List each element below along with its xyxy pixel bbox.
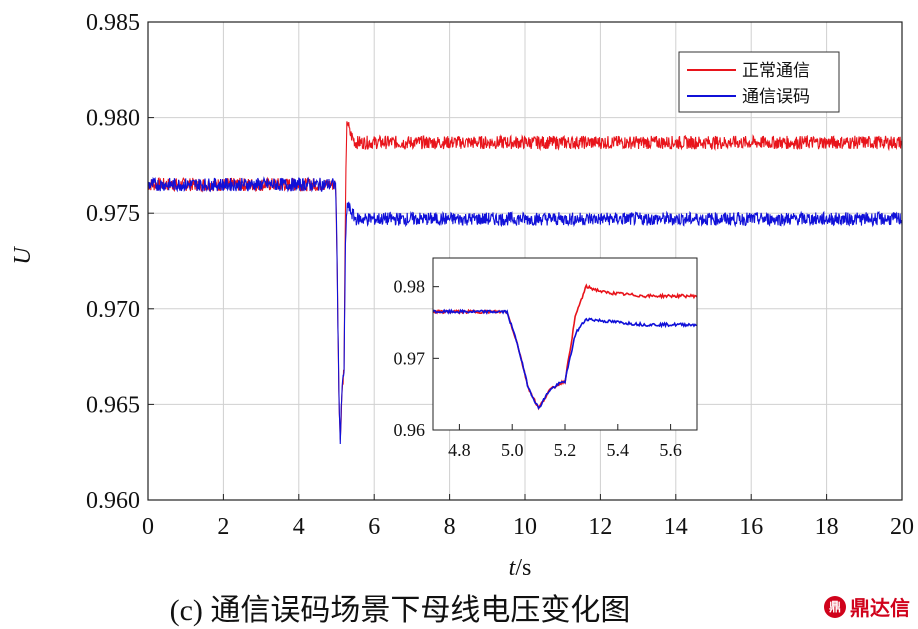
figure-caption: (c) 通信误码场景下母线电压变化图 [169,594,631,627]
main-x-tick-label: 2 [217,514,229,540]
inset-y-tick-label: 0.96 [394,420,426,440]
main-x-tick-label: 14 [664,514,688,540]
inset-x-tick-label: 5.4 [607,440,630,460]
main-x-tick-label: 8 [444,514,456,540]
chart-svg: 0 2 4 6 8 10 12 14 16 18 20 0.960 0.965 0.970 0.975 0.9… [10,10,914,580]
main-x-tick-label: 10 [513,514,537,540]
main-series-line-error [147,176,903,445]
inset-y-tick-label: 0.98 [394,277,426,297]
x-axis-label: t/s [509,555,532,580]
main-y-tick-label: 0.980 [86,106,140,132]
main-x-tick-label: 4 [293,514,305,540]
main-y-tick-label: 0.985 [86,10,140,36]
inset-x-tick-label: 5.0 [501,440,524,460]
inset-x-tick-label: 5.2 [554,440,577,460]
main-y-tick-label: 0.975 [86,201,140,227]
watermark-logo-icon: 鼎 [824,595,846,618]
inset-series [432,283,698,411]
main-y-tick-label: 0.960 [86,488,140,514]
main-series-line-normal [147,121,903,440]
inset-chart: 4.8 5.0 5.2 5.4 5.6 0.96 0.97 0.98 [394,257,698,460]
main-x-tick-label: 16 [739,514,763,540]
inset-x-tick-label: 4.8 [448,440,471,460]
legend-label-error: 通信误码 [742,87,810,107]
inset-y-tick-label: 0.97 [394,348,426,368]
main-y-tick-label: 0.965 [86,392,140,418]
main-x-tick-label: 0 [142,514,154,540]
main-x-tick-label: 20 [890,514,914,540]
legend-label-normal: 正常通信 [742,61,810,81]
inset-x-tick-label: 5.6 [659,440,682,460]
inset-background [433,258,697,430]
main-x-tick-label: 6 [368,514,380,540]
inset-ticks: 4.8 5.0 5.2 5.4 5.6 0.96 0.97 0.98 [394,277,682,460]
main-series [147,121,903,445]
inset-series-line-error [432,308,698,410]
main-x-tick-label: 18 [815,514,839,540]
main-ticks: 0 2 4 6 8 10 12 14 16 18 20 0.960 0.965 0.970 0.975 0.9… [86,10,914,540]
watermark: 鼎 鼎达信 [824,592,910,621]
main-y-tick-label: 0.970 [86,297,140,323]
watermark-text: 鼎达信 [850,596,910,620]
legend: 正常通信 通信误码 [678,51,840,113]
y-axis-label: U [10,246,36,265]
legend-box [678,51,840,113]
main-x-tick-label: 12 [588,514,612,540]
